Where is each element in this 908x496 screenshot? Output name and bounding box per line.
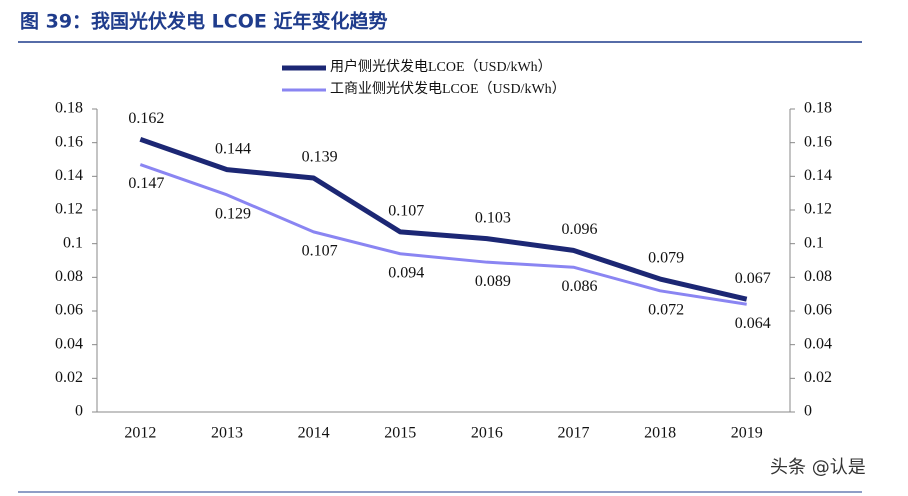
y2-tick-label: 0.06	[804, 302, 832, 319]
chart-title: 图 39：我国光伏发电 LCOE 近年变化趋势	[20, 10, 387, 33]
x-tick-label: 2017	[557, 425, 589, 442]
x-tick-label: 2012	[124, 425, 156, 442]
y2-tick-label: 0.16	[804, 133, 832, 150]
y2-tick-label: 0.12	[804, 201, 832, 218]
y-tick-label: 0.04	[55, 335, 83, 352]
x-tick-label: 2014	[298, 425, 330, 442]
watermark: 头条 @认是	[770, 457, 866, 478]
data-label: 0.096	[561, 221, 597, 238]
data-label: 0.064	[735, 315, 771, 332]
y-tick-label: 0.02	[55, 369, 83, 386]
data-label: 0.067	[735, 270, 771, 287]
data-label: 0.129	[215, 206, 251, 223]
series-line	[139, 163, 747, 306]
x-tick-label: 2019	[731, 425, 763, 442]
y-tick-label: 0.12	[55, 201, 83, 218]
y-tick-label: 0.08	[55, 268, 83, 285]
y2-tick-label: 0.18	[804, 100, 832, 117]
y-tick-label: 0.18	[55, 100, 83, 117]
y-tick-label: 0.16	[55, 133, 83, 150]
y-tick-label: 0	[75, 403, 83, 420]
x-tick-label: 2018	[644, 425, 676, 442]
x-tick-label: 2016	[471, 425, 503, 442]
data-label: 0.139	[302, 149, 338, 166]
y2-tick-label: 0.02	[804, 369, 832, 386]
legend-label: 用户侧光伏发电LCOE（USD/kWh）	[330, 58, 552, 75]
y2-tick-label: 0	[804, 403, 812, 420]
y2-tick-label: 0.1	[804, 234, 824, 251]
data-label: 0.079	[648, 250, 684, 267]
x-tick-label: 2013	[211, 425, 243, 442]
data-label: 0.107	[388, 203, 424, 220]
data-label: 0.086	[561, 278, 597, 295]
data-label: 0.147	[128, 175, 164, 192]
x-tick-label: 2015	[384, 425, 416, 442]
y2-tick-label: 0.08	[804, 268, 832, 285]
legend-label: 工商业侧光伏发电LCOE（USD/kWh）	[330, 81, 566, 97]
y2-tick-label: 0.04	[804, 335, 832, 352]
data-label: 0.094	[388, 264, 424, 281]
data-label: 0.103	[475, 209, 511, 226]
y2-tick-label: 0.14	[804, 167, 832, 184]
data-label: 0.072	[648, 301, 684, 318]
y-tick-label: 0.14	[55, 167, 83, 184]
series-line	[139, 136, 748, 302]
y-tick-label: 0.1	[63, 234, 83, 251]
data-label: 0.144	[215, 140, 251, 157]
data-label: 0.162	[128, 110, 164, 127]
y-tick-label: 0.06	[55, 302, 83, 319]
data-label: 0.089	[475, 273, 511, 290]
data-label: 0.107	[302, 243, 338, 260]
